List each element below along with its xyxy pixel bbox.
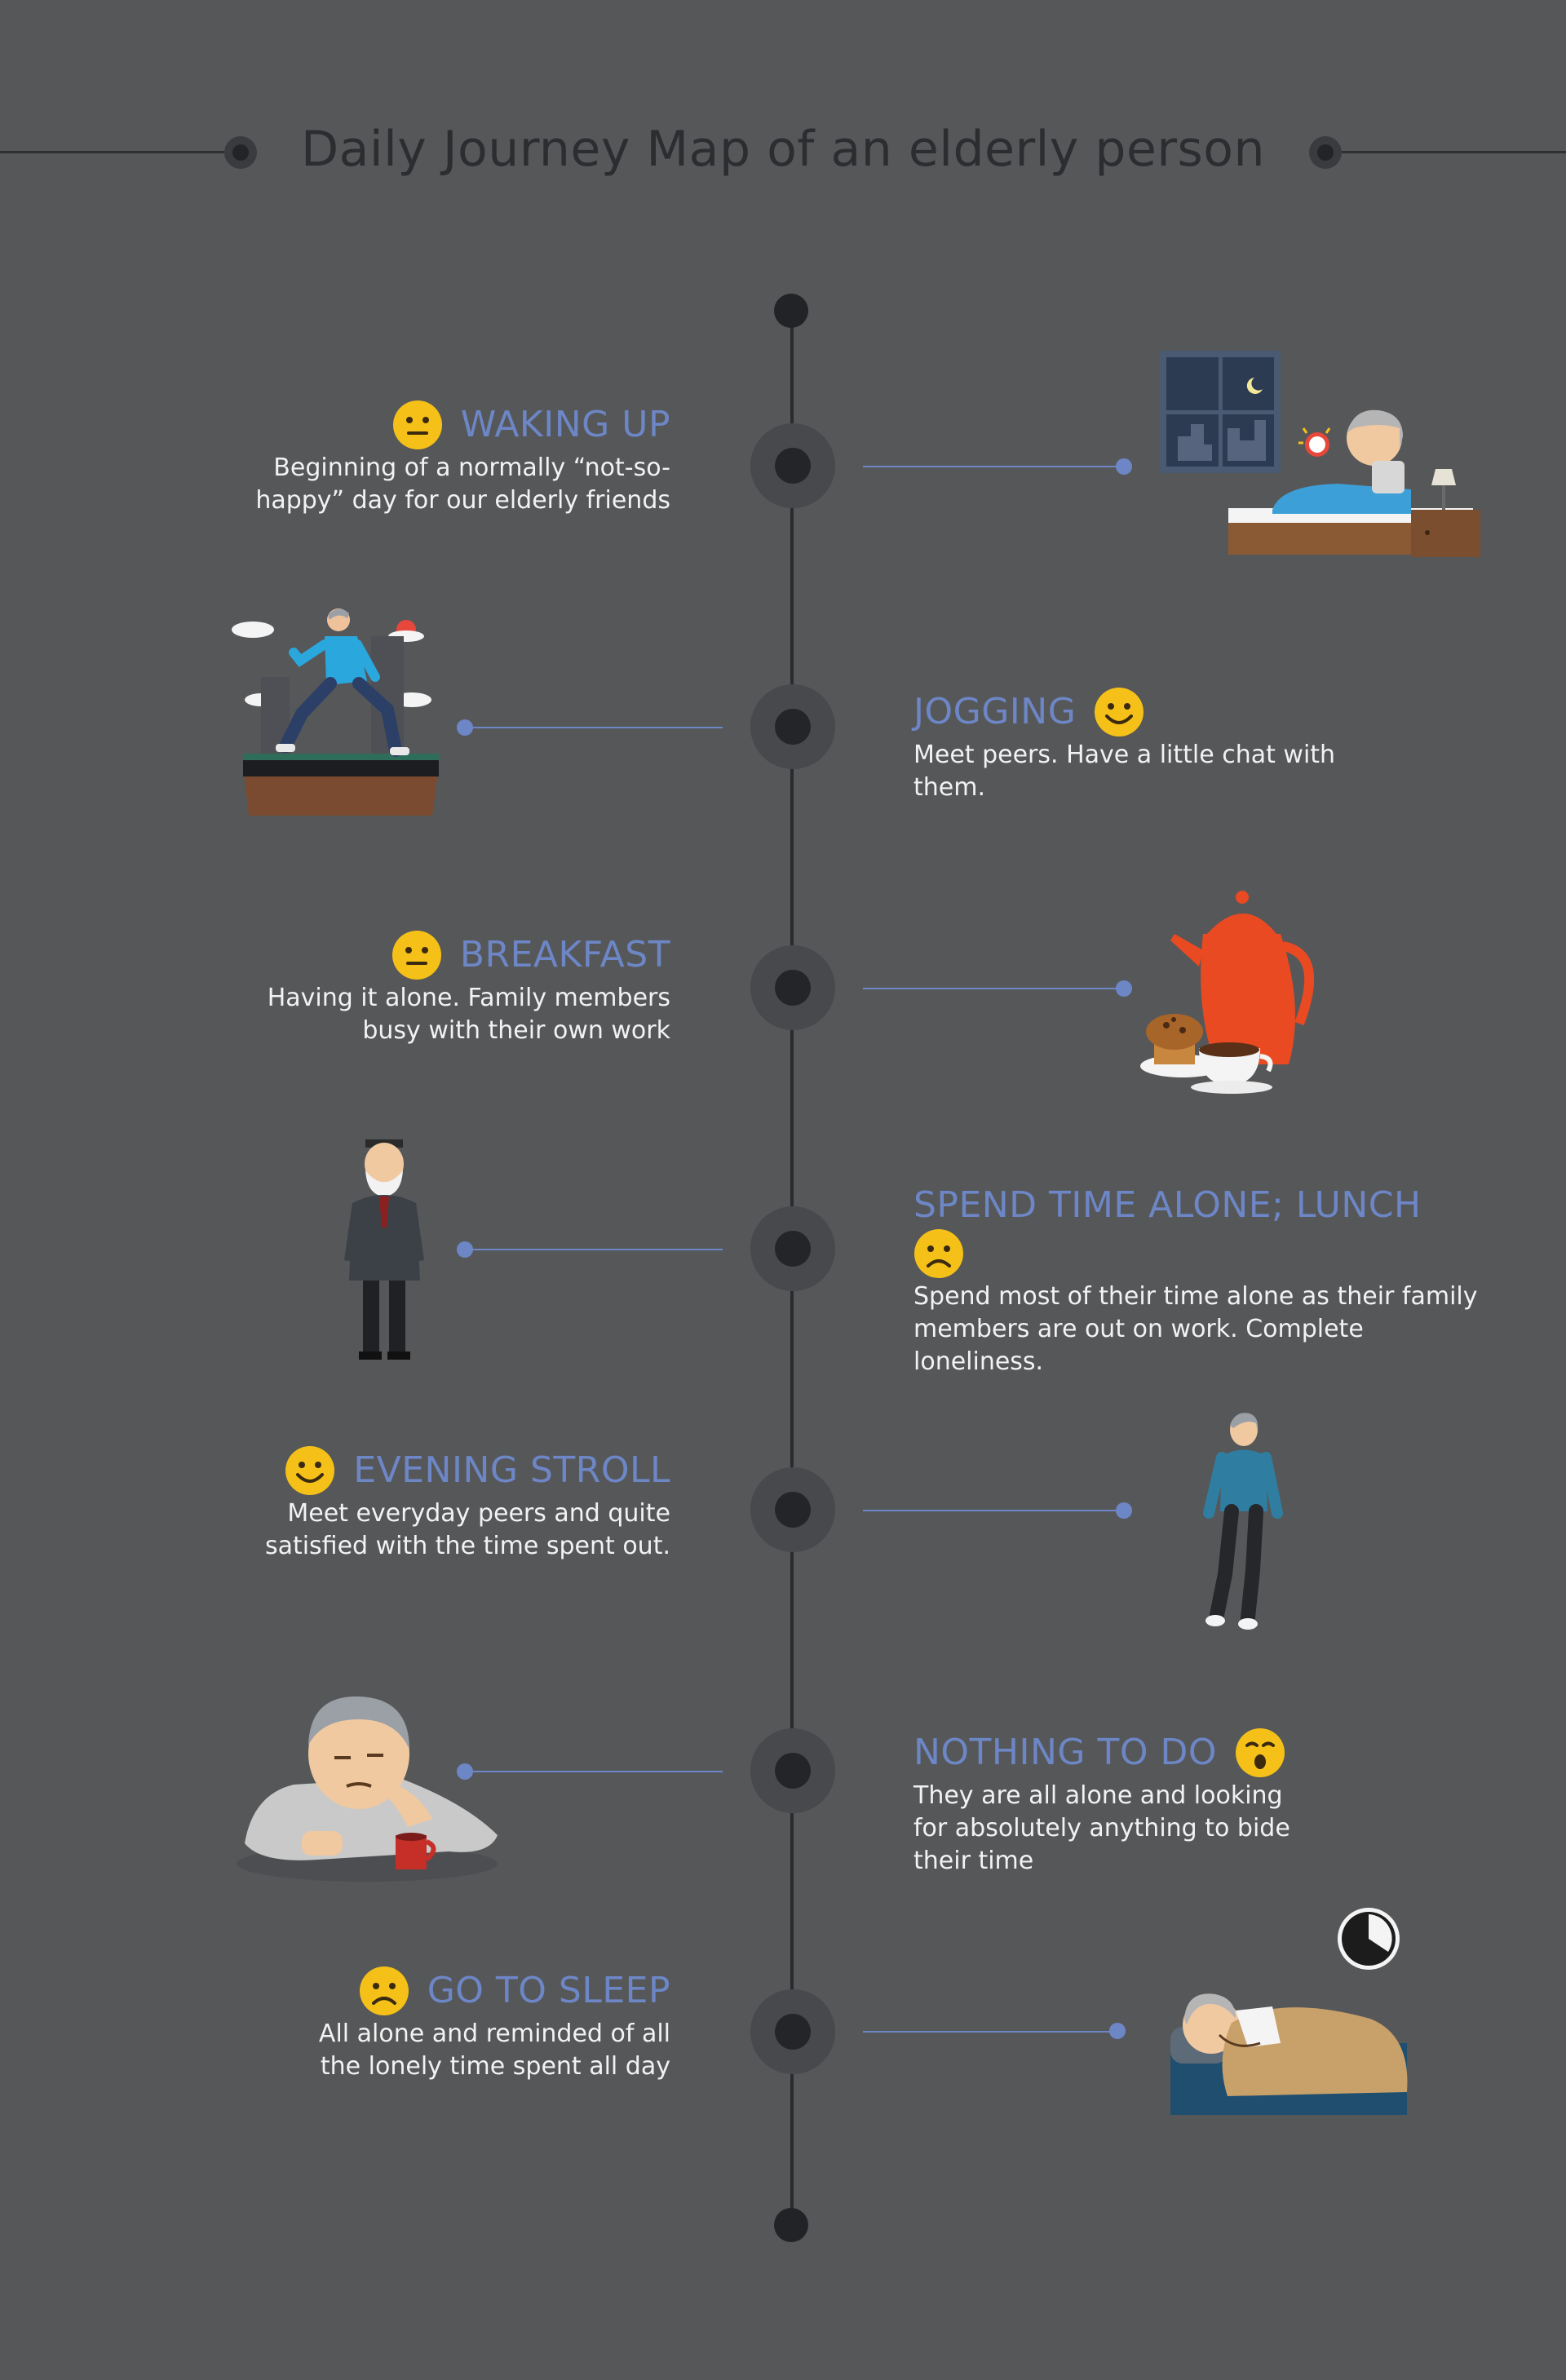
timeline-node (750, 684, 835, 769)
description-line: They are all alone and looking (914, 1781, 1283, 1810)
description-line: Beginning of a normally “not-so- (273, 453, 670, 482)
sleeping-illustration (1158, 1904, 1419, 2128)
description-line: Meet everyday peers and quite (287, 1499, 670, 1528)
timeline-node (750, 423, 835, 508)
breakfast-illustration (1138, 885, 1334, 1100)
header-dot-left (224, 136, 257, 169)
happy-face-icon (285, 1445, 335, 1496)
jogging-illustration (228, 604, 449, 835)
step-title: BREAKFAST (459, 934, 670, 975)
timeline-node (750, 1728, 835, 1813)
elderly-man-illustration (343, 1138, 432, 1365)
description-line: satisfied with the time spent out. (264, 1532, 670, 1560)
connector-dot (1109, 2023, 1126, 2039)
connector-line (465, 1771, 723, 1772)
connector-line (465, 1249, 723, 1250)
description-line: for absolutely anything to bide (914, 1814, 1290, 1843)
timeline-node (750, 1989, 835, 2074)
walking-man-illustration (1199, 1407, 1289, 1635)
connector-dot (1116, 458, 1132, 475)
step-waking-up: WAKING UP Beginning of a normally “not-s… (214, 400, 670, 517)
step-description: Meet everyday peers and quite satisfied … (214, 1497, 670, 1563)
description-line: happy” day for our elderly friends (255, 486, 670, 515)
yawning-face-icon (1235, 1727, 1285, 1778)
connector-dot (1116, 1502, 1132, 1519)
header-line-left (0, 151, 224, 153)
neutral-face-icon (392, 400, 443, 450)
connector-dot (1116, 980, 1132, 997)
step-title: WAKING UP (460, 404, 670, 445)
timeline-start-dot (774, 294, 808, 328)
bored-man-illustration (237, 1680, 506, 1896)
step-title: SPEND TIME ALONE; LUNCH (914, 1184, 1422, 1226)
connector-dot (457, 1763, 473, 1780)
description-line: busy with their own work (362, 1016, 670, 1045)
description-line: Meet peers. Have a little chat with them… (914, 741, 1336, 802)
step-spend-time-alone: SPEND TIME ALONE; LUNCH Spend most of th… (914, 1183, 1484, 1378)
step-description: All alone and reminded of all the lonely… (214, 2018, 670, 2083)
waking-up-illustration (1158, 347, 1484, 578)
timeline-node (750, 1206, 835, 1291)
step-evening-stroll: EVENING STROLL Meet everyday peers and q… (214, 1445, 670, 1563)
connector-line (863, 1510, 1124, 1511)
step-description: Meet peers. Have a little chat with them… (914, 739, 1370, 804)
step-nothing-to-do: NOTHING TO DO They are all alone and loo… (914, 1727, 1370, 1878)
description-line: the lonely time spent all day (320, 2052, 670, 2081)
sad-face-icon (359, 1966, 409, 2016)
description-line: members are out on work. Complete loneli… (914, 1315, 1364, 1376)
step-title: JOGGING (914, 691, 1077, 732)
header-dot-right (1309, 136, 1342, 169)
step-title: GO TO SLEEP (427, 1970, 670, 2011)
connector-dot (457, 719, 473, 736)
step-breakfast: BREAKFAST Having it alone. Family member… (214, 930, 670, 1047)
step-description: Having it alone. Family members busy wit… (214, 982, 670, 1047)
step-title: NOTHING TO DO (914, 1732, 1217, 1773)
sad-face-icon (914, 1228, 964, 1279)
description-line: Having it alone. Family members (267, 984, 670, 1012)
page-title: Daily Journey Map of an elderly person (300, 121, 1266, 178)
step-description: Spend most of their time alone as their … (914, 1281, 1484, 1378)
connector-line (465, 727, 723, 728)
neutral-face-icon (392, 930, 442, 980)
description-line: their time (914, 1847, 1034, 1875)
happy-face-icon (1094, 687, 1144, 737)
step-go-to-sleep: GO TO SLEEP All alone and reminded of al… (214, 1966, 670, 2083)
step-jogging: JOGGING Meet peers. Have a little chat w… (914, 687, 1370, 804)
step-description: They are all alone and looking for absol… (914, 1780, 1370, 1878)
step-description: Beginning of a normally “not-so- happy” … (214, 452, 670, 517)
step-title: EVENING STROLL (353, 1449, 670, 1491)
timeline-node (750, 1467, 835, 1552)
connector-line (863, 988, 1124, 989)
header-line-right (1342, 151, 1566, 153)
description-line: Spend most of their time alone as their … (914, 1282, 1478, 1311)
timeline-node (750, 945, 835, 1030)
connector-line (863, 2031, 1117, 2033)
description-line: All alone and reminded of all (318, 2019, 670, 2048)
timeline-end-dot (774, 2208, 808, 2242)
connector-dot (457, 1241, 473, 1258)
connector-line (863, 466, 1124, 467)
